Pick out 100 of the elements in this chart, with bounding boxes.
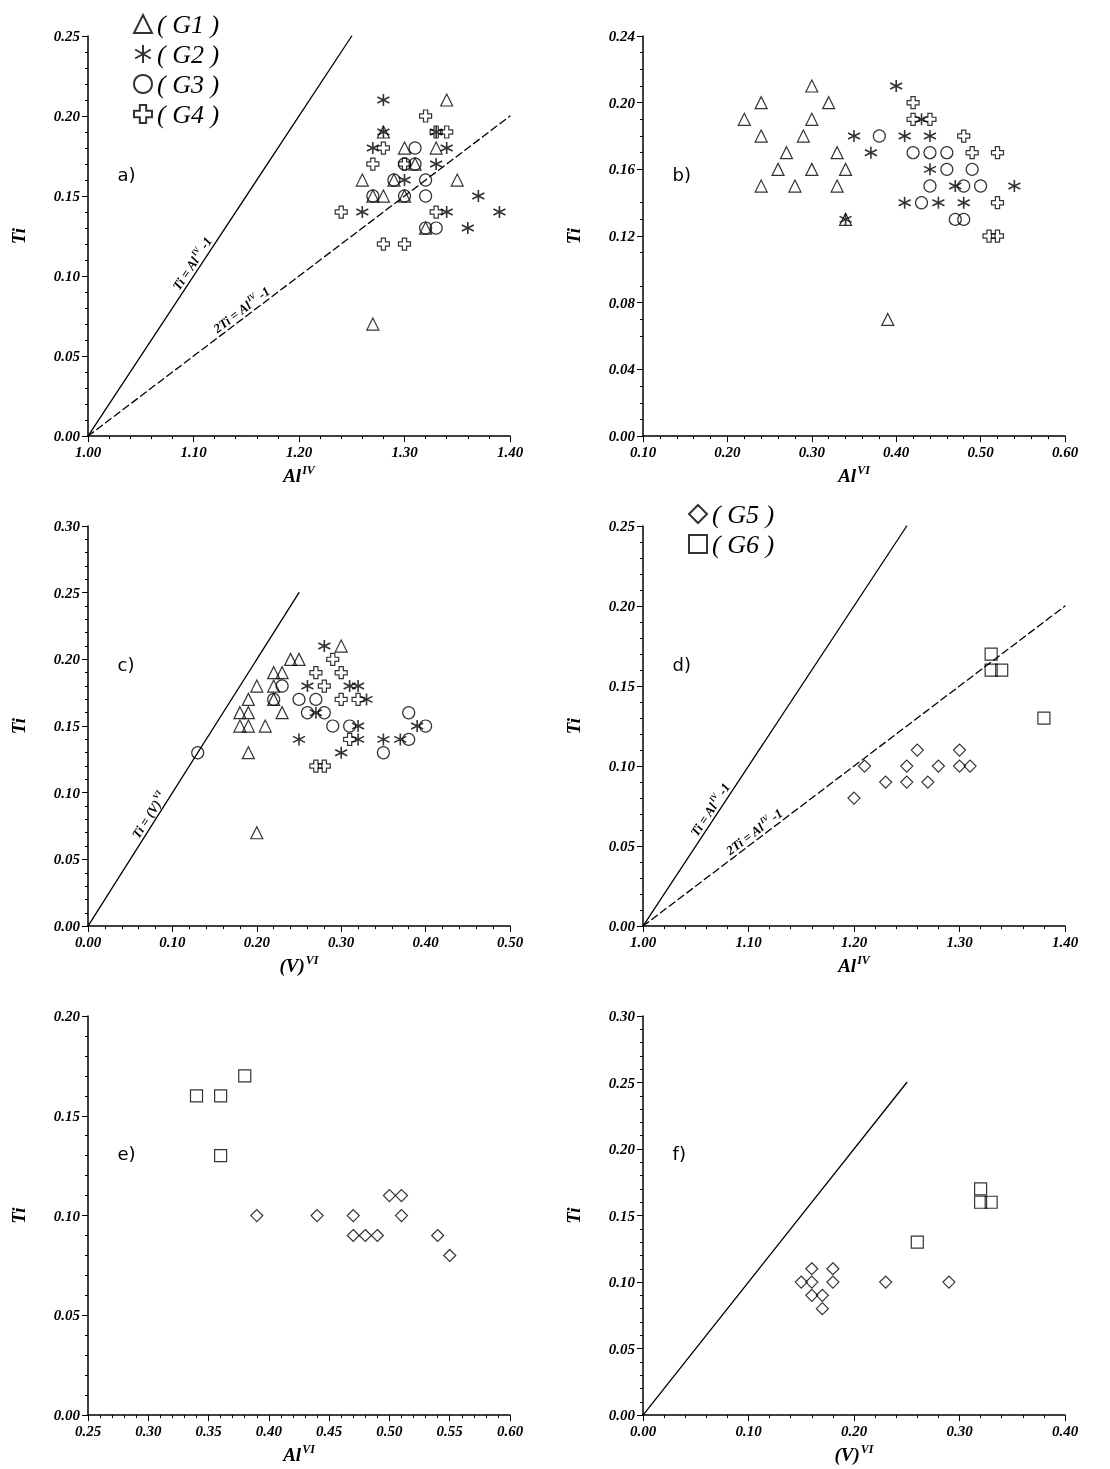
y-tick-label: 0.20 [53,1008,81,1024]
point [815,1288,829,1302]
point [326,652,340,666]
point [805,162,819,176]
point [351,692,365,706]
point [450,173,464,187]
y-tick-label: 0.15 [53,188,81,205]
y-tick-label: 0.10 [53,268,81,285]
point [358,1228,372,1243]
y-tick-label: 0.15 [608,678,636,695]
y-tick-label: 0.20 [53,651,81,668]
x-tick-label: 0.10 [629,443,657,460]
x-tick-label: 0.55 [436,1422,464,1439]
x-tick-label: 0.50 [496,933,524,950]
point [492,205,507,219]
x-tick-label: 0.20 [714,443,742,460]
point [822,96,836,110]
point [948,179,963,193]
y-tick-label: 0.25 [53,28,81,44]
y-tick-label: 0.10 [53,1207,81,1224]
y-tick-label: 0.10 [53,784,81,801]
point [393,732,408,747]
x-tick-label: 1.00 [629,933,657,950]
y-axis-title: Ti [563,717,584,735]
annotation: a) [117,163,136,185]
point [940,146,954,160]
point [897,195,912,210]
point [376,189,390,203]
point [948,212,962,226]
point [990,196,1005,210]
x-tick-label: 0.35 [195,1422,223,1439]
point [440,93,454,107]
point [940,162,954,176]
point [382,1189,397,1203]
point [258,719,272,733]
point [754,179,768,193]
y-axis-title: Ti [8,717,29,735]
point [309,759,323,773]
x-tick-label: 0.50 [376,1422,404,1439]
point [897,129,912,143]
point [974,179,988,193]
point [754,96,768,110]
point [923,162,937,177]
point [300,679,315,693]
x-tick-label: 0.30 [135,1422,162,1439]
point [957,179,971,193]
point [275,666,289,680]
point [952,759,967,773]
x-tick-label: 0.30 [946,1422,974,1439]
point [429,141,443,155]
x-tick-label: 1.20 [840,933,868,950]
point [995,663,1009,677]
point [956,195,971,210]
point [394,1189,409,1203]
y-tick-label: 0.30 [53,518,81,534]
point [923,146,937,160]
legend-label: ( G6 ) [712,529,775,559]
point [942,1275,956,1289]
point [815,1302,829,1316]
point [402,706,416,720]
point [931,759,945,773]
x-tick-label: 1.30 [946,933,974,950]
point [805,1262,819,1276]
point [921,775,935,789]
point [826,1275,840,1289]
point [957,129,971,143]
point [963,759,977,773]
point [394,1208,409,1223]
point [366,157,380,171]
point [838,162,853,176]
y-tick-label: 0.00 [608,428,636,445]
point [214,1149,228,1163]
y-tick-label: 0.00 [608,918,636,935]
y-tick-label: 0.00 [53,428,81,445]
legend-label: ( G2 ) [157,39,220,69]
point [191,746,205,760]
point [317,706,331,720]
y-tick-label: 0.20 [53,108,81,125]
point [754,129,768,143]
point [241,746,255,760]
y-tick-label: 0.00 [53,918,81,935]
point [351,679,365,693]
x-tick-label: 0.50 [967,443,995,460]
point [471,189,486,203]
point [309,666,323,680]
point [317,679,331,693]
annotation: b) [672,163,691,185]
point [796,129,810,143]
point [366,141,380,155]
point [900,759,914,773]
point [241,692,255,706]
point [990,146,1005,160]
point [923,129,937,143]
point [974,1182,988,1196]
legend-label: ( G1 ) [157,9,220,39]
point [376,746,390,760]
annotation: Ti = (V)VI [128,787,164,842]
point [275,706,289,720]
point [923,179,937,193]
point [317,639,332,653]
